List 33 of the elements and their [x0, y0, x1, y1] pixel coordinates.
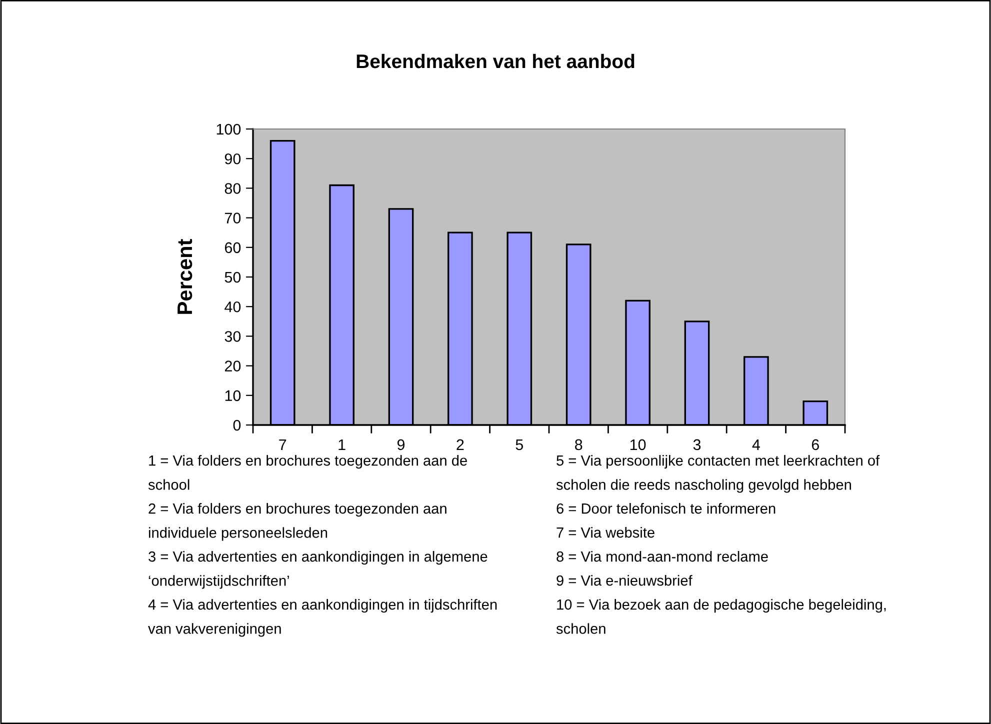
- x-tick-label: 3: [693, 439, 701, 450]
- x-tick-label: 10: [630, 439, 646, 450]
- x-tick-label: 9: [397, 439, 405, 450]
- y-tick-label: 60: [224, 242, 241, 254]
- x-tick-label: 7: [279, 439, 286, 450]
- text: 7 = Via website: [556, 527, 654, 538]
- text: 4 = Via advertenties en aankondigingen in tijdschriften van vakverenigingen: [148, 599, 497, 637]
- y-tick-label: 0: [233, 420, 241, 431]
- text: 5 = Via persoonlijke contacten met leerkrachten of scholen die reeds nascholing gevolgd hebben: [556, 455, 880, 493]
- y-tick-label: 40: [224, 301, 241, 312]
- text: 9 = Via e-nieuwsbrief: [556, 575, 692, 586]
- y-tick-label: 100: [216, 124, 241, 135]
- y-tick-label: 30: [224, 331, 241, 342]
- x-tick-label: 1: [338, 439, 346, 450]
- x-tick-label: 6: [812, 439, 819, 450]
- y-tick-label: 20: [224, 360, 241, 372]
- y-tick-label: 90: [224, 153, 241, 164]
- text: 3 = Via advertenties en aankondigingen in algemene ‘onderwijstijdschriften’: [148, 551, 488, 589]
- y-tick-label: 50: [224, 272, 241, 283]
- text: 6 = Door telefonisch te informeren: [556, 503, 776, 514]
- y-axis-title: Percent: [178, 239, 192, 314]
- chart-title: Bekendmaken van het aanbod: [356, 54, 634, 68]
- text: 1 = Via folders en brochures toegezonden aan de school: [148, 455, 467, 490]
- x-tick-label: 4: [752, 439, 760, 450]
- text: 8 = Via mond-aan-mond reclame: [556, 551, 768, 562]
- x-tick-label: 5: [516, 439, 524, 450]
- x-tick-label: 2: [456, 439, 464, 450]
- y-tick-label: 70: [224, 212, 241, 224]
- text: 10 = Via bezoek aan de pedagogische begeleiding, scholen: [556, 599, 886, 634]
- x-tick-label: 8: [575, 439, 582, 450]
- y-tick-label: 80: [224, 183, 241, 194]
- y-tick-label: 10: [225, 390, 241, 402]
- text: 2 = Via folders en brochures toegezonden aan individuele personeelsleden: [148, 503, 446, 541]
